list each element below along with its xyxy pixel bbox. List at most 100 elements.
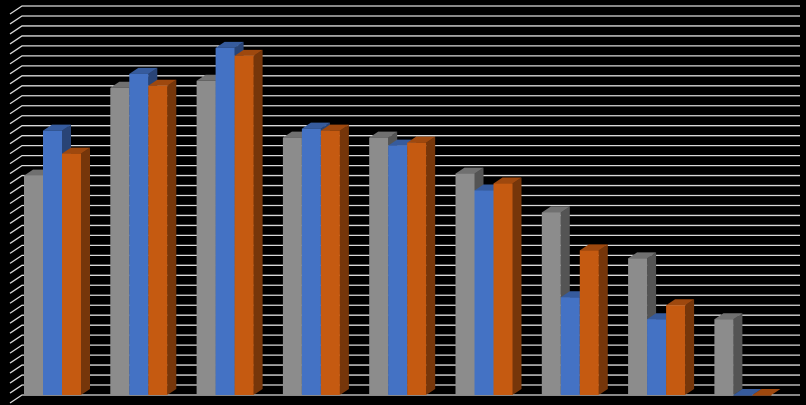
- bar-front: [62, 153, 81, 395]
- gridlines: [9, 5, 800, 404]
- gridline: [9, 264, 800, 274]
- gridline: [9, 65, 800, 75]
- gridline: [9, 334, 800, 344]
- gridline: [9, 224, 800, 234]
- gridline: [9, 164, 800, 175]
- bar-top: [215, 41, 244, 48]
- gridline: [9, 15, 800, 25]
- gridline: [9, 284, 800, 294]
- bar: [320, 124, 349, 395]
- gridline: [9, 55, 800, 65]
- gridline: [9, 75, 800, 85]
- bar-front: [579, 250, 599, 395]
- gridline: [9, 384, 800, 394]
- bar-top: [148, 79, 177, 86]
- bar-front: [196, 80, 216, 396]
- bar-top: [493, 177, 522, 184]
- bar-side: [512, 177, 522, 395]
- bar-top: [541, 206, 570, 213]
- bar-top: [714, 313, 743, 320]
- gridline: [9, 105, 800, 115]
- bar: [234, 49, 263, 395]
- gridline: [9, 125, 800, 135]
- bar-top: [43, 124, 71, 131]
- bar-front: [282, 137, 302, 395]
- bar-side: [81, 147, 90, 395]
- gridline: [9, 154, 800, 165]
- bar-top: [129, 67, 158, 74]
- gridline: [9, 344, 800, 354]
- bar: [148, 79, 177, 396]
- bar: [666, 299, 695, 395]
- gridline: [9, 274, 800, 284]
- gridline: [9, 194, 800, 205]
- gridline: [9, 95, 800, 105]
- bar-front: [455, 173, 475, 395]
- bar-side: [253, 49, 263, 395]
- gridline: [9, 294, 800, 304]
- bar-front: [234, 55, 254, 395]
- bar-front: [541, 212, 561, 395]
- gridline: [9, 394, 800, 404]
- bar-side: [339, 124, 349, 395]
- gridline: [9, 364, 800, 374]
- bar-front: [560, 297, 580, 395]
- bar-front: [215, 47, 235, 396]
- gridline: [9, 135, 800, 145]
- gridline: [9, 314, 800, 324]
- gridline: [9, 184, 800, 195]
- bar-front: [301, 128, 321, 395]
- bar-top: [369, 131, 398, 138]
- bar-side: [685, 299, 695, 395]
- gridline: [9, 324, 800, 334]
- bar-top: [455, 167, 484, 174]
- gridline: [9, 5, 800, 15]
- bar-front: [110, 87, 130, 396]
- bar-top: [234, 49, 263, 56]
- gridline: [9, 204, 800, 215]
- bar-front: [628, 258, 648, 395]
- bar-front: [493, 183, 513, 395]
- bar-top: [733, 389, 762, 395]
- bar-front: [733, 395, 753, 396]
- bar: [733, 389, 762, 396]
- bar-front: [24, 175, 43, 395]
- bar-top: [579, 244, 608, 251]
- bar-front: [369, 137, 389, 395]
- bar-front: [148, 85, 168, 396]
- gridline: [9, 144, 800, 155]
- gridline: [9, 244, 800, 254]
- gridline: [9, 35, 800, 45]
- bar-top: [752, 389, 781, 395]
- bar-front: [752, 395, 772, 396]
- bars: [24, 41, 781, 396]
- bar-top: [407, 136, 436, 143]
- bar: [714, 313, 743, 395]
- gridline: [9, 254, 800, 264]
- gridline: [9, 354, 800, 364]
- bar: [579, 244, 608, 395]
- bar-front: [714, 319, 734, 395]
- bar-front: [647, 319, 667, 395]
- bar-front: [320, 130, 340, 395]
- bar-front: [129, 73, 149, 396]
- bar: [493, 177, 522, 395]
- bar-side: [167, 79, 177, 396]
- gridline: [9, 115, 800, 125]
- bar-top: [628, 252, 657, 259]
- bar: [62, 147, 90, 395]
- gridline: [9, 174, 800, 185]
- gridline: [9, 374, 800, 384]
- bar-top: [62, 147, 90, 154]
- bar-top: [320, 124, 349, 131]
- bar-front: [666, 305, 686, 395]
- gridline: [9, 234, 800, 244]
- bar-side: [426, 136, 436, 395]
- bar-top: [301, 122, 330, 129]
- bar-front: [43, 130, 62, 395]
- gridline: [9, 214, 800, 225]
- bar-front: [474, 190, 494, 395]
- gridline: [9, 304, 800, 314]
- gridline: [9, 25, 800, 35]
